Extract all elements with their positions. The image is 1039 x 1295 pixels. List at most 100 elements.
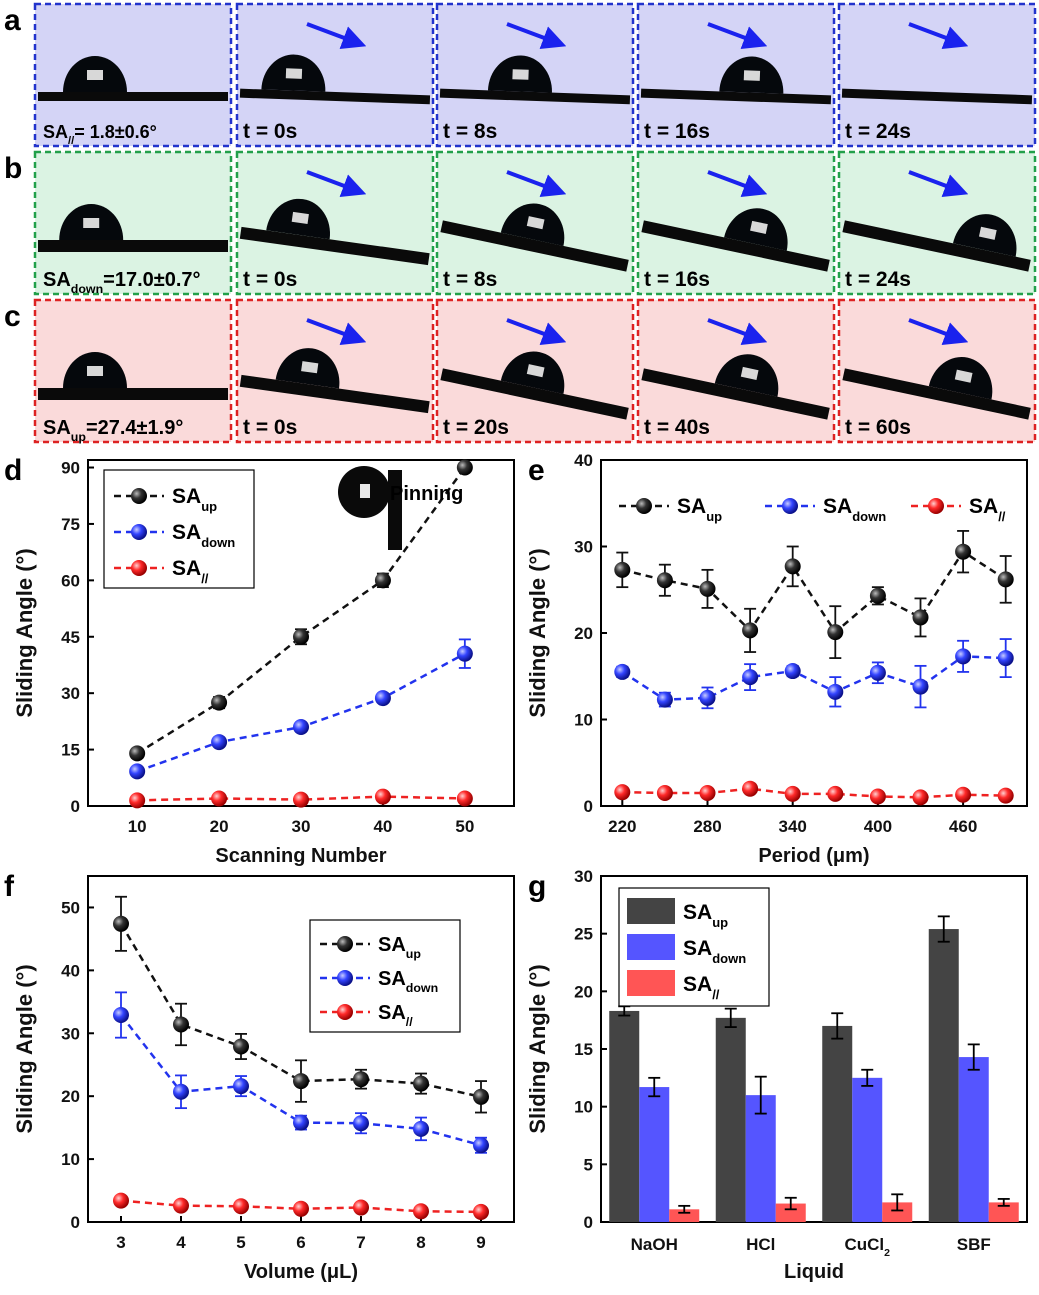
surface-group	[440, 351, 629, 420]
data-point	[742, 669, 759, 686]
y-tick-label: 20	[574, 624, 593, 643]
legend-marker	[928, 498, 944, 514]
data-point	[211, 734, 228, 751]
data-point	[293, 719, 309, 736]
y-axis-title: Sliding Angle (°)	[525, 548, 550, 717]
data-point	[113, 915, 129, 932]
droplet-highlight	[291, 211, 309, 224]
inset-substrate	[388, 470, 402, 550]
data-point	[997, 571, 1014, 588]
pinning-inset: Pinning	[338, 466, 463, 550]
legend-marker	[337, 936, 353, 952]
series-down	[113, 991, 489, 1154]
y-tick-label: 10	[61, 1150, 80, 1169]
time-label: t = 60s	[845, 416, 911, 439]
legend-marker	[636, 498, 652, 514]
data-point	[293, 1114, 309, 1131]
legend-marker	[131, 488, 147, 504]
data-point	[656, 572, 673, 589]
sliding-angle-label: SAdown=17.0±0.7°	[43, 269, 201, 296]
slide-direction-icon	[908, 318, 969, 346]
bar	[882, 1202, 913, 1222]
data-point	[614, 663, 631, 680]
x-tick-label: HCl	[746, 1235, 775, 1254]
slide-direction-icon	[506, 318, 567, 346]
legend-item-par	[114, 560, 164, 576]
slide-direction-icon	[306, 170, 367, 198]
photo-frame: t = 8s	[435, 2, 635, 148]
photo-frame: SAup=27.4±1.9°	[33, 298, 233, 444]
droplet-highlight	[740, 366, 759, 380]
legend-label: SAup	[378, 934, 421, 961]
series-down	[614, 638, 1014, 710]
droplet-highlight	[526, 364, 545, 378]
series-line	[621, 655, 1006, 701]
data-point	[293, 791, 309, 808]
data-point	[211, 790, 228, 807]
surface-group	[38, 352, 228, 400]
substrate	[842, 220, 1031, 272]
photo-frame: t = 0s	[235, 150, 435, 296]
bar	[745, 1095, 776, 1222]
y-tick-label: 5	[584, 1155, 593, 1174]
data-point	[784, 785, 801, 802]
data-point	[869, 788, 886, 805]
data-point	[233, 1038, 249, 1055]
photo-frame: t = 20s	[435, 298, 635, 444]
bar	[928, 929, 959, 1222]
bar	[775, 1203, 806, 1222]
series-par	[614, 780, 1014, 806]
surface-group	[641, 354, 830, 420]
series-par	[113, 1192, 489, 1220]
y-tick-label: 60	[61, 571, 80, 590]
droplet-highlight	[83, 218, 100, 228]
data-point	[413, 1203, 429, 1220]
droplet-highlight	[87, 70, 103, 80]
legend-swatch-down	[627, 934, 675, 960]
time-label: t = 40s	[644, 416, 710, 439]
surface-group	[38, 56, 228, 101]
legend-box	[309, 919, 461, 1033]
data-point	[233, 1078, 249, 1095]
legend-swatch-up	[627, 898, 675, 924]
chart-e: e 0 10 20 30 40 220 280 340 400 460 Sliding Angle (…	[525, 451, 1028, 867]
droplet-highlight	[978, 226, 997, 240]
photo-frame: t = 0s	[235, 298, 435, 444]
series-par	[129, 788, 473, 809]
y-tick-label: 40	[61, 961, 80, 980]
x-axis-title: Liquid	[784, 1261, 844, 1283]
y-tick-label: 30	[61, 684, 80, 703]
data-point	[699, 689, 716, 706]
data-point	[374, 788, 391, 805]
time-label: t = 24s	[845, 120, 911, 143]
droplet-highlight	[526, 216, 545, 230]
x-axis-title: Scanning Number	[215, 845, 386, 867]
y-tick-label: 20	[61, 1087, 80, 1106]
legend-label: SAdown	[683, 937, 746, 966]
data-point	[955, 786, 972, 803]
slide-direction-icon	[908, 170, 969, 198]
series-up	[113, 895, 489, 1114]
surface-group	[842, 214, 1031, 272]
y-tick-label: 30	[574, 867, 593, 886]
data-point	[353, 1115, 369, 1132]
photo-frame: t = 60s	[837, 298, 1037, 444]
bar	[669, 1209, 700, 1222]
legend-item-down	[114, 524, 164, 540]
series-line	[136, 652, 466, 773]
legend-label: SA//	[969, 495, 1006, 524]
slide-direction-icon	[306, 22, 367, 50]
legend-label: SAup	[683, 901, 728, 930]
data-point	[912, 678, 929, 695]
legend-label: SAup	[172, 485, 217, 514]
data-point	[912, 789, 929, 806]
data-point	[353, 1199, 369, 1216]
bar	[852, 1077, 883, 1222]
data-point	[211, 694, 228, 711]
time-label: t = 16s	[644, 268, 710, 291]
data-point	[173, 1197, 189, 1214]
data-point	[456, 459, 473, 476]
plot-frame	[600, 459, 1028, 807]
time-label: t = 16s	[644, 120, 710, 143]
